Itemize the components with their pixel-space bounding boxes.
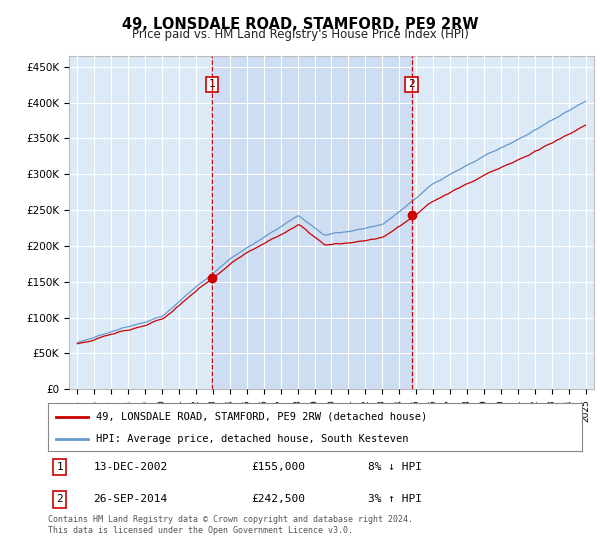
Text: 2: 2: [56, 494, 63, 505]
Text: 1: 1: [209, 80, 215, 90]
Text: 2: 2: [408, 80, 415, 90]
Text: £155,000: £155,000: [251, 462, 305, 472]
Text: HPI: Average price, detached house, South Kesteven: HPI: Average price, detached house, Sout…: [96, 434, 409, 444]
Text: 1: 1: [56, 462, 63, 472]
Text: 3% ↑ HPI: 3% ↑ HPI: [368, 494, 422, 505]
Text: 49, LONSDALE ROAD, STAMFORD, PE9 2RW: 49, LONSDALE ROAD, STAMFORD, PE9 2RW: [122, 17, 478, 32]
Text: Price paid vs. HM Land Registry's House Price Index (HPI): Price paid vs. HM Land Registry's House …: [131, 28, 469, 41]
Text: 26-SEP-2014: 26-SEP-2014: [94, 494, 167, 505]
Text: 49, LONSDALE ROAD, STAMFORD, PE9 2RW (detached house): 49, LONSDALE ROAD, STAMFORD, PE9 2RW (de…: [96, 412, 427, 422]
Text: 13-DEC-2002: 13-DEC-2002: [94, 462, 167, 472]
Text: 8% ↓ HPI: 8% ↓ HPI: [368, 462, 422, 472]
Text: Contains HM Land Registry data © Crown copyright and database right 2024.
This d: Contains HM Land Registry data © Crown c…: [48, 515, 413, 535]
Bar: [212, 56, 412, 389]
Text: £242,500: £242,500: [251, 494, 305, 505]
